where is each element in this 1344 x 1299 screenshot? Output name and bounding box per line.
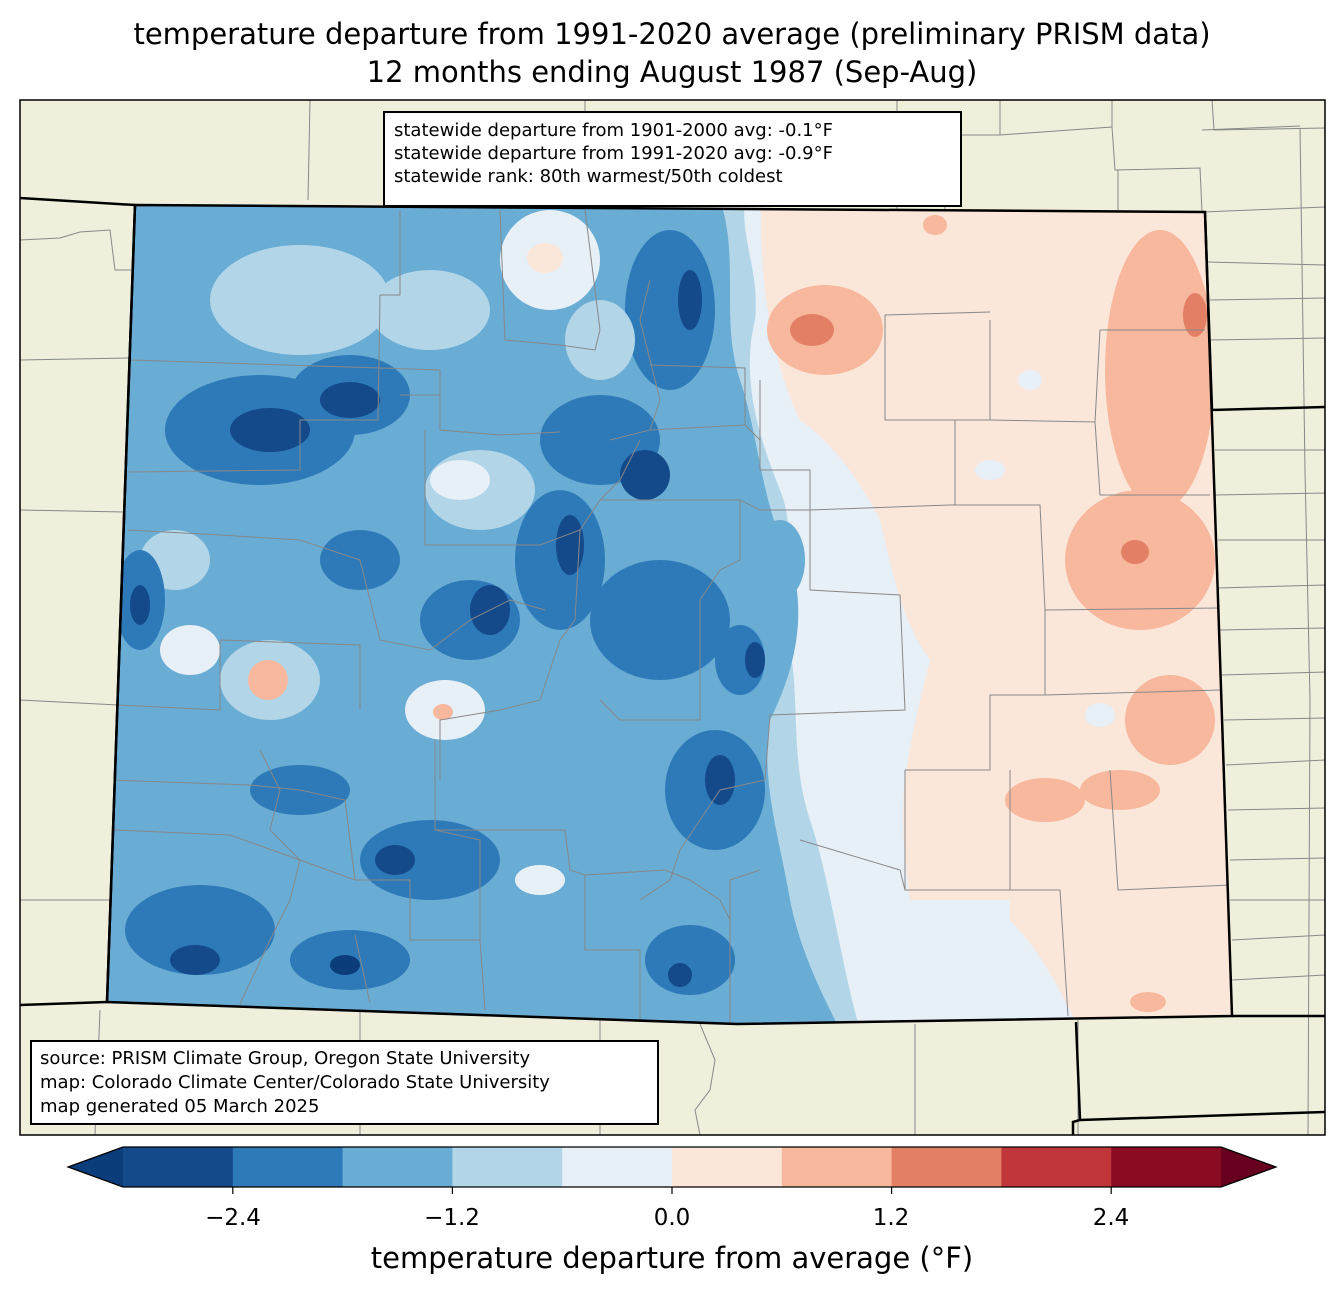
- colorbar-tick-label: 2.4: [1092, 1205, 1130, 1231]
- colorbar: [66, 1146, 1278, 1194]
- colorbar-tick-label: 0.0: [653, 1205, 691, 1231]
- colorado-county-lines: [109, 209, 1231, 1024]
- map-title-line1: temperature departure from 1991-2020 ave…: [133, 17, 1211, 51]
- map-frame: [19, 99, 1326, 1136]
- credits-map: map: Colorado Climate Center/Colorado St…: [40, 1072, 550, 1093]
- colorbar-tick-label: 1.2: [872, 1205, 910, 1231]
- credits-box: source: PRISM Climate Group, Oregon Stat…: [30, 1040, 659, 1125]
- colorbar-segment: [342, 1147, 453, 1187]
- neighbor-state-boundaries: [20, 196, 1325, 1135]
- colorbar-segment: [452, 1147, 563, 1187]
- colorbar-segment: [562, 1147, 673, 1187]
- colorbar-outline: [66, 1146, 1278, 1188]
- stats-line-1901-2000: statewide departure from 1901-2000 avg: …: [394, 120, 833, 141]
- colorbar-segment: [781, 1147, 893, 1187]
- colorbar-extend-min: [68, 1147, 123, 1187]
- statewide-stats-box: statewide departure from 1901-2000 avg: …: [383, 111, 962, 207]
- credits-generated: map generated 05 March 2025: [40, 1096, 320, 1117]
- colorbar-segment: [232, 1147, 344, 1187]
- colorbar-segment: [1001, 1147, 1112, 1187]
- credits-source: source: PRISM Climate Group, Oregon Stat…: [40, 1048, 531, 1069]
- colorbar-tick-label: −2.4: [205, 1205, 261, 1231]
- colorbar-tick-label: −1.2: [424, 1205, 480, 1231]
- colorbar-segment: [1111, 1147, 1222, 1187]
- colorbar-segment: [891, 1147, 1002, 1187]
- map-title-line2: 12 months ending August 1987 (Sep-Aug): [366, 55, 978, 89]
- colorbar-label: temperature departure from average (°F): [370, 1241, 974, 1275]
- temperature-field: [107, 205, 1232, 1024]
- colorbar-extend-max: [1221, 1147, 1276, 1187]
- colorbar-segment: [672, 1147, 783, 1187]
- stats-line-1991-2020: statewide departure from 1991-2020 avg: …: [394, 143, 833, 164]
- stats-line-rank: statewide rank: 80th warmest/50th coldes…: [394, 166, 783, 187]
- colorbar-segment: [123, 1147, 234, 1187]
